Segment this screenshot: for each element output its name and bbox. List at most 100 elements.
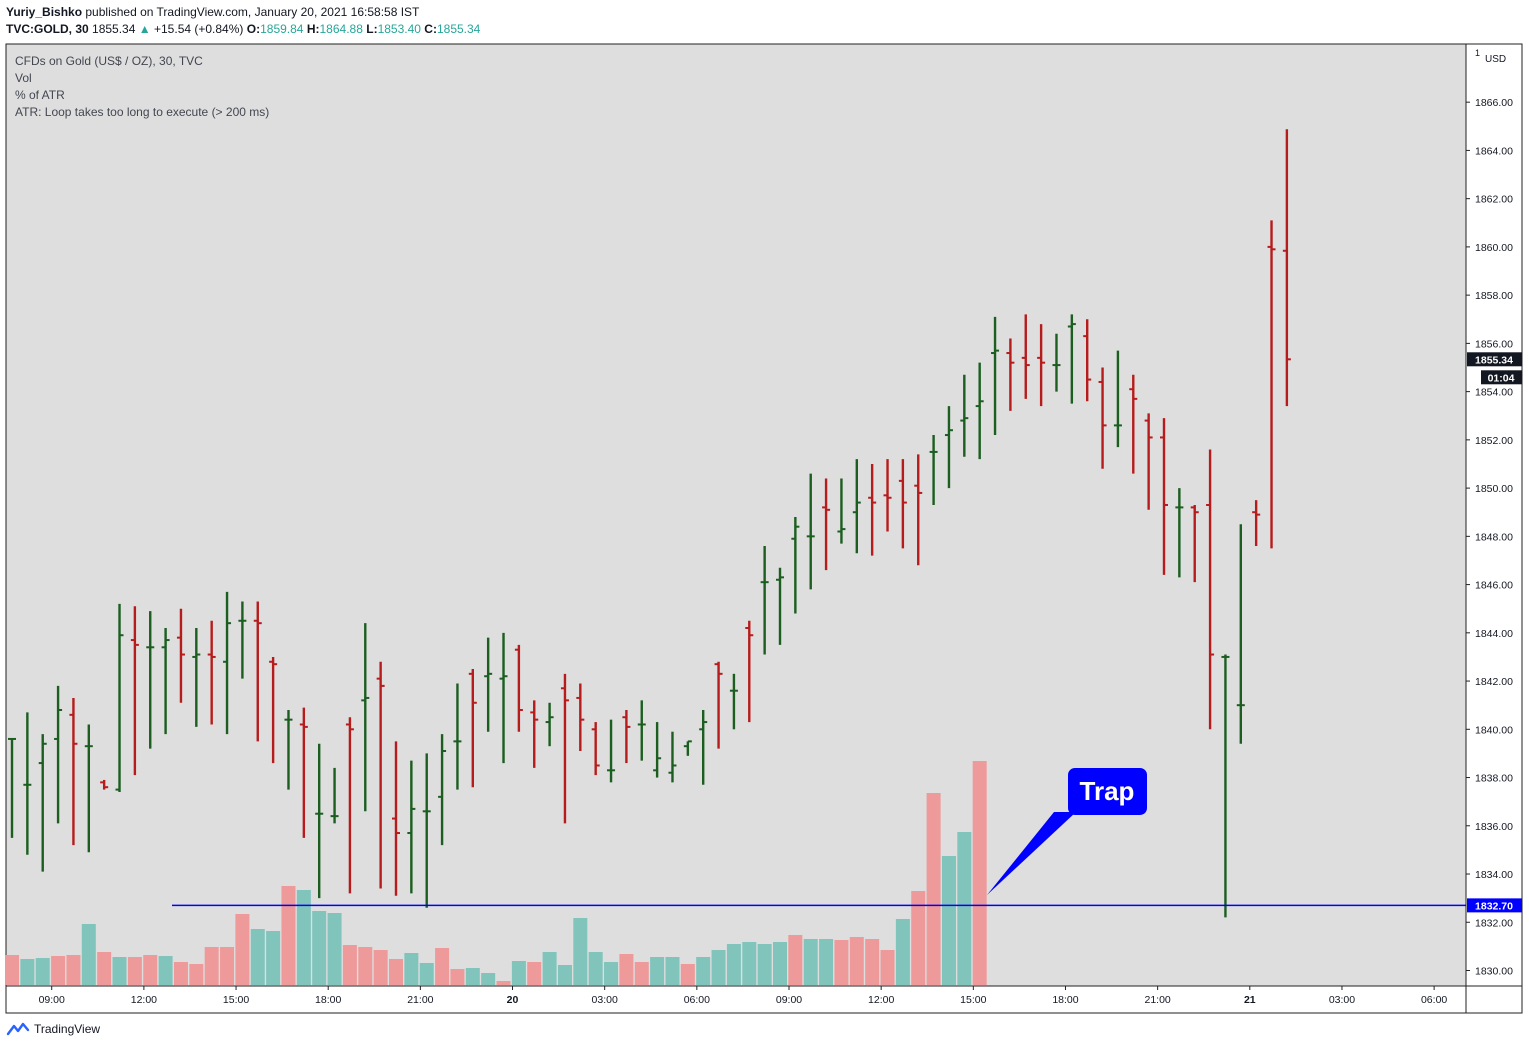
ohlc-bar[interactable] bbox=[161, 627, 170, 735]
ohlc-bar[interactable] bbox=[330, 767, 339, 824]
volume-bar bbox=[204, 947, 219, 985]
ohlc-bar[interactable] bbox=[991, 316, 1000, 436]
ohlc-bar[interactable] bbox=[960, 374, 969, 457]
ohlc-bar[interactable] bbox=[699, 710, 708, 785]
trap-callout[interactable]: Trap bbox=[987, 768, 1147, 895]
ohlc-bar[interactable] bbox=[115, 603, 124, 793]
ohlc-bar[interactable] bbox=[238, 601, 247, 679]
ohlc-bar[interactable] bbox=[560, 673, 569, 824]
ohlc-bar[interactable] bbox=[1083, 319, 1092, 402]
ohlc-bar[interactable] bbox=[284, 710, 293, 790]
ohlc-bar[interactable] bbox=[576, 683, 585, 752]
ohlc-bar[interactable] bbox=[130, 606, 139, 776]
change-value: +15.54 (+0.84%) bbox=[154, 22, 244, 36]
ohlc-bar[interactable] bbox=[545, 702, 554, 747]
ohlc-bar[interactable] bbox=[38, 734, 47, 872]
ohlc-bar[interactable] bbox=[868, 463, 877, 556]
ohlc-bar[interactable] bbox=[1206, 449, 1215, 730]
ohlc-bar[interactable] bbox=[54, 685, 63, 824]
ohlc-bar[interactable] bbox=[975, 362, 984, 460]
author-name[interactable]: Yuriy_Bishko bbox=[6, 5, 83, 19]
ohlc-bar[interactable] bbox=[69, 697, 78, 846]
ohlc-bar[interactable] bbox=[1267, 220, 1276, 549]
ohlc-bar[interactable] bbox=[1037, 324, 1046, 407]
ohlc-bar[interactable] bbox=[499, 632, 508, 764]
ohlc-bar[interactable] bbox=[1021, 314, 1030, 399]
ohlc-bar[interactable] bbox=[361, 623, 370, 812]
ohlc-bar[interactable] bbox=[192, 627, 201, 727]
ohlc-bar[interactable] bbox=[898, 459, 907, 549]
tradingview-footer[interactable]: TradingView bbox=[6, 1022, 100, 1036]
ohlc-bar[interactable] bbox=[806, 473, 815, 590]
ohlc-bar[interactable] bbox=[100, 779, 109, 790]
ohlc-bar[interactable] bbox=[929, 435, 938, 505]
ohlc-bar[interactable] bbox=[422, 753, 431, 908]
ohlc-bar[interactable] bbox=[299, 707, 308, 838]
ohlc-bar[interactable] bbox=[1006, 338, 1015, 411]
ohlc-bar[interactable] bbox=[683, 740, 692, 756]
volume-bar bbox=[972, 761, 987, 985]
ohlc-bar[interactable] bbox=[84, 724, 93, 853]
ohlc-bar[interactable] bbox=[944, 406, 953, 489]
ohlc-bar[interactable] bbox=[637, 700, 646, 761]
ohlc-bar[interactable] bbox=[1236, 524, 1245, 744]
price-axis[interactable]: 1866.00 1864.00 1862.00 1860.00 1858.00 1856.… bbox=[1466, 97, 1513, 978]
legend-title[interactable]: CFDs on Gold (US$ / OZ), 30, TVC bbox=[15, 54, 203, 68]
ohlc-bar[interactable] bbox=[591, 722, 600, 776]
ohlc-bar[interactable] bbox=[23, 712, 32, 855]
ohlc-bar[interactable] bbox=[1129, 374, 1138, 474]
ohlc-bar[interactable] bbox=[438, 734, 447, 846]
legend-pct-atr[interactable]: % of ATR bbox=[15, 88, 65, 102]
ohlc-bar[interactable] bbox=[392, 741, 400, 896]
ohlc-bar[interactable] bbox=[514, 644, 523, 732]
ohlc-bar[interactable] bbox=[146, 611, 155, 749]
ohlc-bar[interactable] bbox=[8, 737, 16, 838]
ohlc-bar[interactable] bbox=[622, 710, 631, 764]
ohlc-bar[interactable] bbox=[1052, 333, 1061, 392]
ohlc-bar[interactable] bbox=[668, 731, 677, 783]
ohlc-bar[interactable] bbox=[653, 722, 662, 778]
time-axis[interactable]: 09:00 12:00 15:00 18:00 21:00 20 03:00 06:00 09:… bbox=[39, 986, 1448, 1006]
legend-vol[interactable]: Vol bbox=[15, 71, 32, 85]
ohlc-bar[interactable] bbox=[607, 719, 616, 783]
ohlc-bar[interactable] bbox=[883, 459, 892, 532]
ohlc-bar[interactable] bbox=[714, 661, 723, 749]
ohlc-bar[interactable] bbox=[776, 567, 784, 645]
ohlc-bar[interactable] bbox=[1160, 418, 1168, 575]
ohlc-bar[interactable] bbox=[1221, 654, 1230, 918]
ohlc-bar[interactable] bbox=[760, 545, 769, 655]
ohlc-bar[interactable] bbox=[407, 760, 416, 894]
ohlc-bar[interactable] bbox=[1175, 488, 1184, 578]
ohlc-bar[interactable] bbox=[315, 743, 324, 899]
plot-area[interactable] bbox=[6, 44, 1466, 986]
ohlc-bar[interactable] bbox=[914, 454, 923, 566]
legend-atr[interactable]: ATR: Loop takes too long to execute (> 2… bbox=[15, 105, 270, 119]
volume-bar bbox=[865, 939, 880, 985]
ohlc-bar[interactable] bbox=[1282, 129, 1291, 407]
ohlc-bar[interactable] bbox=[837, 478, 846, 544]
ohlc-bar[interactable] bbox=[223, 591, 232, 735]
ohlc-bar[interactable] bbox=[345, 717, 354, 894]
ohlc-bar[interactable] bbox=[1067, 314, 1076, 404]
ohlc-bar[interactable] bbox=[530, 700, 539, 768]
ohlc-bar[interactable] bbox=[176, 608, 185, 703]
ohlc-bar[interactable] bbox=[453, 683, 462, 790]
ohlc-bar[interactable] bbox=[376, 661, 385, 889]
ohlc-bar[interactable] bbox=[269, 656, 278, 764]
ohlc-bar[interactable] bbox=[207, 620, 216, 725]
ohlc-bar[interactable] bbox=[1190, 504, 1199, 583]
ohlc-bar[interactable] bbox=[484, 637, 493, 732]
ohlc-bar[interactable] bbox=[253, 601, 262, 742]
ohlc-bar[interactable] bbox=[822, 478, 831, 571]
ohlc-bar[interactable] bbox=[468, 669, 477, 788]
ohlc-bar[interactable] bbox=[1113, 350, 1122, 448]
ohlc-bar[interactable] bbox=[729, 673, 738, 730]
ohlc-bar[interactable] bbox=[745, 620, 754, 723]
ohlc-bar[interactable] bbox=[1252, 500, 1261, 546]
ohlc-bar[interactable] bbox=[791, 517, 800, 614]
tradingview-brand: TradingView bbox=[34, 1022, 101, 1036]
ohlc-bar[interactable] bbox=[1098, 367, 1107, 469]
ohlc-bar[interactable] bbox=[1144, 413, 1153, 510]
ohlc-bar[interactable] bbox=[852, 459, 861, 554]
